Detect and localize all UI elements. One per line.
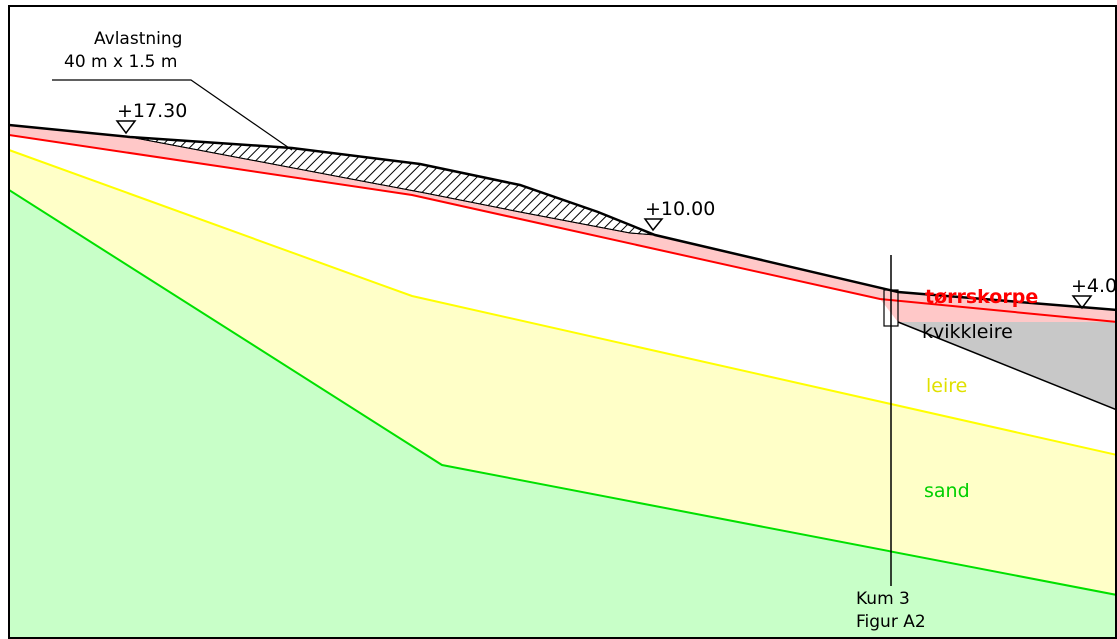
sand-bottom-line <box>9 189 1116 596</box>
drycrust-layer <box>9 125 1116 322</box>
quickclay-boundary-line <box>897 321 1116 411</box>
unloading-title: Avlastning <box>94 29 182 49</box>
sand-layer <box>9 190 1116 638</box>
right-elevation-marker <box>1071 295 1093 310</box>
clay-label: leire <box>926 375 967 397</box>
quickclay-label: kvikkleire <box>922 321 1013 343</box>
crest-elevation-label: +17.30 <box>117 100 187 122</box>
unloading-dimensions: 40 m x 1.5 m <box>64 52 177 72</box>
drawing-frame <box>8 5 1117 639</box>
toe-elevation-marker <box>643 218 664 232</box>
unloading-leader-line <box>52 79 293 151</box>
terrain-surface-line <box>9 123 1116 312</box>
drycrust-label: tørrskorpe <box>925 286 1038 308</box>
toe-elevation-label: +10.00 <box>645 198 715 220</box>
original-surface-line <box>129 136 656 236</box>
clay-bottom-line <box>9 149 1116 456</box>
crest-elevation-marker <box>115 120 137 135</box>
borehole-box <box>883 289 899 327</box>
borehole-figure-ref: Figur A2 <box>856 612 926 632</box>
clay-layer <box>9 150 1116 595</box>
borehole-name: Kum 3 <box>856 589 910 609</box>
sand-label: sand <box>924 480 970 502</box>
right-elevation-label: +4.00 <box>1071 275 1117 297</box>
drycrust-bottom-line <box>9 134 1116 323</box>
